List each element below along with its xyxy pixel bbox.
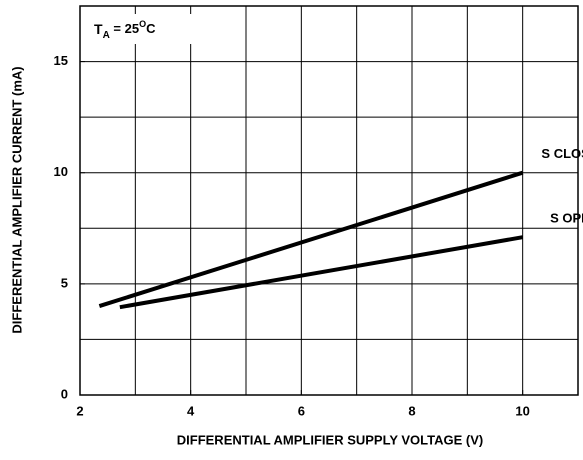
series-line bbox=[98, 170, 524, 308]
series-label: S OPEN bbox=[550, 211, 583, 226]
x-tick-label: 4 bbox=[187, 403, 195, 418]
x-tick-label: 10 bbox=[515, 403, 529, 418]
y-axis-label: DIFFERENTIAL AMPLIFIER CURRENT (mA) bbox=[9, 66, 24, 333]
series-label: S CLOSED bbox=[541, 146, 583, 161]
x-tick-label: 6 bbox=[298, 403, 305, 418]
y-tick-label: 5 bbox=[61, 275, 68, 290]
y-tick-label: 15 bbox=[54, 53, 68, 68]
annotation-box bbox=[82, 14, 192, 44]
x-axis-label: DIFFERENTIAL AMPLIFIER SUPPLY VOLTAGE (V… bbox=[177, 432, 483, 447]
x-tick-label: 8 bbox=[408, 403, 415, 418]
plot-frame bbox=[79, 5, 579, 396]
y-tick-label: 0 bbox=[61, 386, 68, 401]
annotation: TA = 25OC bbox=[94, 19, 156, 40]
x-tick-label: 2 bbox=[76, 403, 83, 418]
y-tick-label: 10 bbox=[54, 164, 68, 179]
series-line bbox=[119, 235, 524, 310]
